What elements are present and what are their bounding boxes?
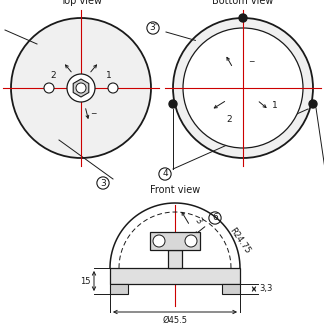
Text: 2: 2 — [50, 72, 56, 81]
Text: Bottom view: Bottom view — [212, 0, 274, 6]
Text: 15: 15 — [80, 277, 91, 286]
Text: 3: 3 — [193, 216, 203, 226]
Text: 3,3: 3,3 — [259, 285, 272, 294]
Circle shape — [11, 18, 151, 158]
Text: 4: 4 — [162, 169, 168, 178]
Circle shape — [67, 74, 95, 102]
Text: −: − — [248, 57, 254, 67]
Circle shape — [76, 83, 86, 93]
Polygon shape — [222, 284, 240, 294]
Text: 2: 2 — [226, 116, 232, 125]
Circle shape — [183, 28, 303, 148]
Circle shape — [309, 100, 317, 108]
Circle shape — [185, 235, 197, 247]
Circle shape — [44, 83, 54, 93]
Text: 3': 3' — [149, 24, 157, 33]
Circle shape — [169, 100, 177, 108]
Text: Front view: Front view — [150, 185, 200, 195]
Text: −: − — [90, 110, 96, 119]
Polygon shape — [168, 250, 182, 268]
Text: 6: 6 — [212, 213, 218, 222]
Polygon shape — [110, 268, 240, 284]
Text: R24.75: R24.75 — [227, 226, 251, 255]
Text: 1: 1 — [106, 72, 112, 81]
Circle shape — [108, 83, 118, 93]
Polygon shape — [110, 284, 128, 294]
Text: Top view: Top view — [60, 0, 102, 6]
Circle shape — [239, 14, 247, 22]
Text: 1: 1 — [272, 101, 278, 111]
Circle shape — [153, 235, 165, 247]
Polygon shape — [150, 232, 200, 250]
Text: 3: 3 — [100, 178, 106, 187]
Polygon shape — [73, 79, 89, 97]
Text: Ø45.5: Ø45.5 — [163, 316, 188, 325]
Circle shape — [173, 18, 313, 158]
